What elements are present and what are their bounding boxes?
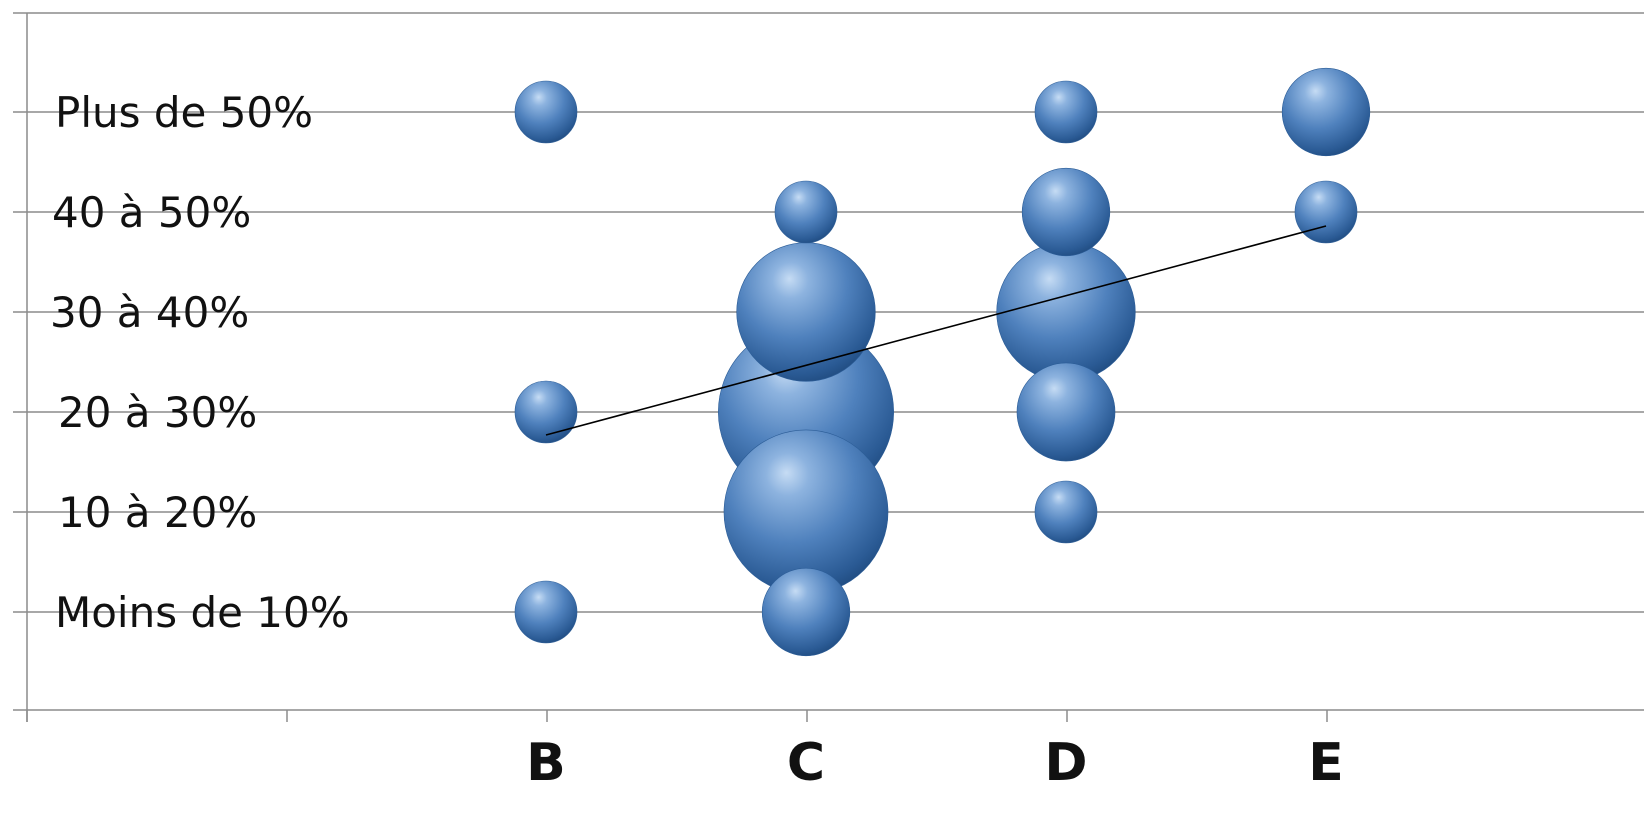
bubble [1016, 362, 1116, 462]
trend-layer [545, 225, 1327, 436]
y-tick-label: Plus de 50% [55, 88, 313, 137]
x-tick-label: E [1308, 733, 1344, 793]
bubble [1281, 67, 1371, 157]
y-tick-label: Moins de 10% [55, 588, 350, 637]
trendline [545, 225, 1327, 436]
bubble [514, 380, 578, 444]
bubble [514, 80, 578, 144]
axis-layer [13, 12, 1644, 722]
label-layer: Moins de 10% 10 à 20% 20 à 30% 30 à 40% 40 à… [50, 88, 1344, 793]
bubble [1021, 167, 1111, 257]
y-tick-label: 10 à 20% [58, 488, 257, 537]
bubble [1294, 180, 1358, 244]
y-tick-label: 40 à 50% [52, 188, 251, 237]
bubble [996, 242, 1136, 382]
x-tick-label: C [787, 733, 825, 793]
y-tick-label: 30 à 40% [50, 288, 249, 337]
bubble [736, 242, 876, 382]
bubble [761, 567, 851, 657]
bubble [514, 580, 578, 644]
bubble [774, 180, 838, 244]
y-tick-label: 20 à 30% [58, 388, 257, 437]
bubble-layer [514, 67, 1371, 657]
bubble [1034, 80, 1098, 144]
bubble [1034, 480, 1098, 544]
x-tick-label: B [526, 733, 566, 793]
x-tick-label: D [1044, 733, 1087, 793]
